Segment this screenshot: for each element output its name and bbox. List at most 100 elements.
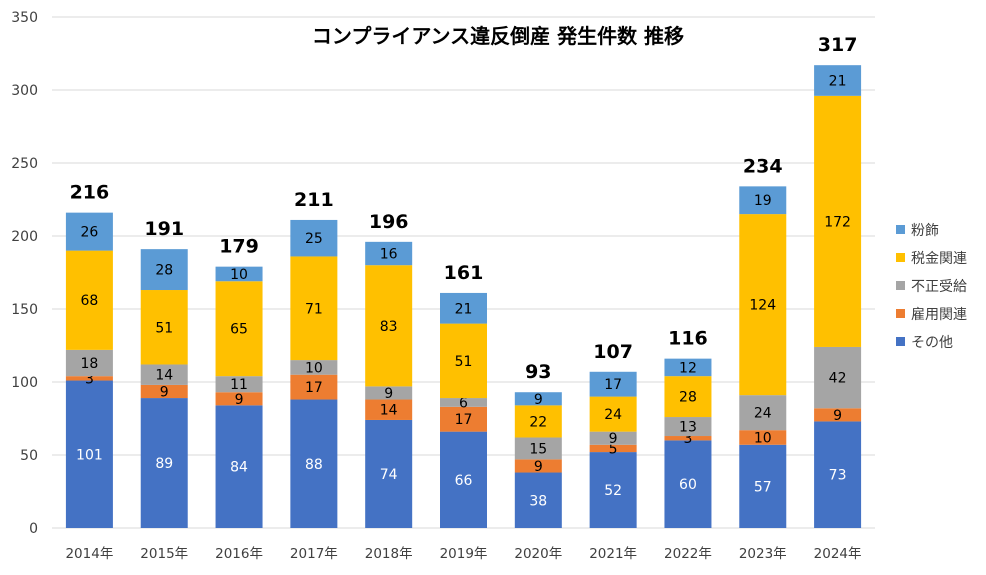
legend-label: 不正受給 <box>911 279 967 295</box>
data-label: 89 <box>155 456 173 472</box>
total-label: 216 <box>70 182 110 204</box>
bar-stack: 38 9 15 22 9 <box>514 392 562 528</box>
y-tick-label: 100 <box>11 375 38 391</box>
data-label: 124 <box>749 298 776 314</box>
data-label: 84 <box>230 460 248 476</box>
data-label: 9 <box>534 459 543 475</box>
x-axis-labels: 2014年 2015年 2016年 2017年 2018年 2019年 2020年 2021年… <box>65 546 861 562</box>
data-label: 9 <box>160 384 169 400</box>
x-tick-label: 2021年 <box>589 546 637 562</box>
data-label: 88 <box>305 457 323 473</box>
data-label: 68 <box>80 293 98 309</box>
data-label: 83 <box>380 319 398 335</box>
bar-segment <box>739 430 787 445</box>
bar-segment <box>440 292 487 324</box>
y-tick-label: 300 <box>11 83 38 99</box>
bar-segment <box>814 421 862 528</box>
bar-segment <box>589 452 637 528</box>
data-label: 52 <box>604 483 622 499</box>
bar-segment <box>739 214 787 396</box>
bar-segment <box>365 241 413 266</box>
y-tick-label: 250 <box>11 156 38 172</box>
x-tick-label: 2023年 <box>739 546 787 562</box>
x-tick-label: 2022年 <box>664 546 712 562</box>
x-tick-label: 2019年 <box>440 546 488 562</box>
data-label: 3 <box>683 431 692 447</box>
data-label: 71 <box>305 301 323 317</box>
bar-segment <box>65 250 113 350</box>
bar-segment <box>814 65 862 96</box>
y-axis-ticks: 0 50 100 150 200 250 300 350 <box>11 10 38 537</box>
data-label: 13 <box>679 420 697 436</box>
data-label: 24 <box>604 407 622 423</box>
bar-segment <box>140 364 188 385</box>
x-tick-label: 2017年 <box>290 546 338 562</box>
data-label: 65 <box>230 322 248 338</box>
legend-item: その他 <box>896 335 953 351</box>
y-tick-label: 150 <box>11 302 38 318</box>
legend-swatch <box>896 225 905 234</box>
bar-segment <box>814 95 862 347</box>
data-label: 16 <box>380 247 398 263</box>
bar-segment <box>664 436 712 441</box>
bar-segment <box>440 323 487 399</box>
bar-stack: 66 176 51 21 <box>440 292 487 528</box>
data-label: 10 <box>305 360 323 376</box>
bar-segment <box>589 444 637 453</box>
x-tick-label: 2015年 <box>140 546 188 562</box>
bar-segment <box>664 417 712 437</box>
data-label: 28 <box>679 390 697 406</box>
bar-segment <box>290 360 338 375</box>
legend-swatch <box>896 337 905 346</box>
legend-item: 雇用関連 <box>896 306 967 323</box>
data-label: 21 <box>829 74 847 90</box>
data-label: 18 <box>80 356 98 372</box>
total-label: 234 <box>743 155 783 177</box>
data-label: 66 <box>455 473 473 489</box>
bar-stack: 89 914 51 28 <box>140 249 188 528</box>
bar-segment <box>365 265 413 387</box>
bar-stack: 84 911 65 10 <box>215 266 263 528</box>
data-label: 6 <box>459 395 468 411</box>
bar-segment <box>664 376 712 418</box>
x-tick-label: 2014年 <box>65 546 113 562</box>
legend-label: 粉飾 <box>911 223 939 239</box>
data-label: 21 <box>455 301 473 317</box>
y-tick-label: 0 <box>29 521 38 537</box>
bar-segment <box>215 392 263 406</box>
total-label: 196 <box>369 211 409 233</box>
total-label: 317 <box>818 34 858 56</box>
bar-segment <box>440 398 487 407</box>
bar-segment <box>290 399 338 528</box>
bar-stack: 60 313 28 12 <box>664 358 712 528</box>
y-tick-label: 50 <box>20 448 38 464</box>
data-label: 17 <box>305 380 323 396</box>
bar-stack: 73 9 42 172 21 <box>814 65 862 528</box>
bar-segment <box>814 408 862 422</box>
x-tick-label: 2016年 <box>215 546 263 562</box>
data-label: 51 <box>455 354 473 370</box>
bar-segment <box>664 440 712 528</box>
bar-stack: 57 10 24 124 19 <box>739 186 787 528</box>
bar-segment <box>514 392 562 406</box>
data-label: 57 <box>754 479 772 495</box>
bar-segment <box>365 399 413 420</box>
data-label: 26 <box>80 225 98 241</box>
total-label: 161 <box>444 262 484 284</box>
bar-segment <box>140 249 188 291</box>
data-label: 42 <box>829 371 847 387</box>
bar-segment <box>589 396 637 432</box>
data-label: 17 <box>604 377 622 393</box>
data-label: 9 <box>384 386 393 402</box>
bar-stack: 74 149 83 16 <box>365 241 413 528</box>
data-label: 14 <box>380 403 398 419</box>
data-label: 73 <box>829 468 847 484</box>
bar-segment <box>514 437 562 460</box>
total-label: 107 <box>593 341 633 363</box>
data-label: 10 <box>230 267 248 283</box>
legend-label: 税金関連 <box>911 251 967 267</box>
data-label: 28 <box>155 263 173 279</box>
x-tick-label: 2024年 <box>814 546 862 562</box>
bar-stack: 88 17 10 71 25 <box>290 219 338 528</box>
